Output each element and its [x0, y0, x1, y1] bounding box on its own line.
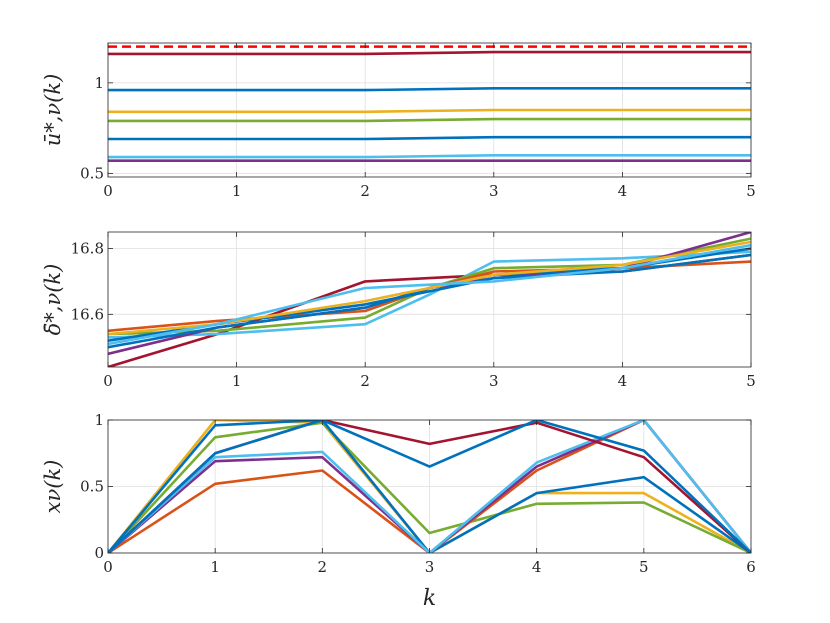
- y-axis-label: xν(k): [41, 460, 65, 514]
- x-tick-label-1: 1: [232, 372, 242, 390]
- x-tick-label-4: 4: [618, 182, 628, 200]
- x-tick-label-5: 5: [746, 372, 756, 390]
- series-line-4: [108, 117, 751, 123]
- x-tick-label-5: 5: [639, 558, 649, 576]
- x-tick-label-2: 2: [318, 558, 328, 576]
- x-tick-label-1: 1: [232, 182, 242, 200]
- y-tick-label-1: 16.8: [71, 239, 104, 257]
- series-line-2: [108, 87, 751, 92]
- series-line-2: [108, 250, 751, 339]
- y-tick-label-0: 16.6: [71, 305, 104, 323]
- series-line-3: [108, 237, 751, 336]
- y-tick-label-2: 1: [94, 411, 104, 429]
- series-line-5: [108, 420, 751, 553]
- series-line-9: [108, 243, 751, 346]
- x-tick-label-4: 4: [618, 372, 628, 390]
- y-tick-label-1: 1: [94, 74, 104, 92]
- series-line-5: [108, 260, 751, 333]
- series-line-4: [108, 420, 751, 553]
- series-line-6: [108, 154, 751, 159]
- x-tick-label-0: 0: [103, 182, 113, 200]
- y-tick-label-0: 0: [94, 544, 104, 562]
- subplot-1: 0 1 2 3 4 5 0.5 1 ū*,ν(k): [41, 42, 756, 200]
- x-axis-label: k: [423, 586, 436, 611]
- plot-area: [108, 232, 751, 367]
- x-tick-label-0: 0: [103, 558, 113, 576]
- x-tick-label-3: 3: [489, 372, 499, 390]
- y-tick-label-0: 0.5: [80, 164, 104, 182]
- series-line-1: [108, 253, 751, 367]
- subplot-3: 0 1 2 3 4 5 6 0 0.5 1 xν(k) k: [41, 411, 756, 611]
- x-tick-label-3: 3: [425, 558, 435, 576]
- axes-frame: [107, 231, 752, 368]
- y-tick-label-1: 0.5: [80, 478, 104, 496]
- series-line-6: [108, 420, 751, 553]
- series-line-8: [108, 420, 751, 553]
- series-line-5: [108, 135, 751, 141]
- series-line-1: [108, 50, 751, 56]
- x-tick-label-2: 2: [360, 372, 370, 390]
- series-line-3: [108, 420, 751, 553]
- x-tick-label-3: 3: [489, 182, 499, 200]
- x-tick-label-2: 2: [360, 182, 370, 200]
- y-axis-label: δ̄*,ν(k): [41, 264, 65, 336]
- x-tick-label-0: 0: [103, 372, 113, 390]
- x-tick-label-6: 6: [746, 558, 756, 576]
- x-tick-label-1: 1: [210, 558, 220, 576]
- axes-frame: [107, 42, 752, 178]
- plot-area: [108, 45, 751, 162]
- plot-area: [108, 420, 751, 553]
- series-line-2: [108, 421, 751, 553]
- y-axis-label: ū*,ν(k): [41, 74, 65, 147]
- subplot-2: 0 1 2 3 4 5 16.6 16.8 δ̄*,ν(k): [41, 231, 756, 390]
- x-tick-label-4: 4: [532, 558, 542, 576]
- x-tick-label-5: 5: [746, 182, 756, 200]
- series-line-1: [108, 420, 751, 553]
- series-line-3: [108, 108, 751, 114]
